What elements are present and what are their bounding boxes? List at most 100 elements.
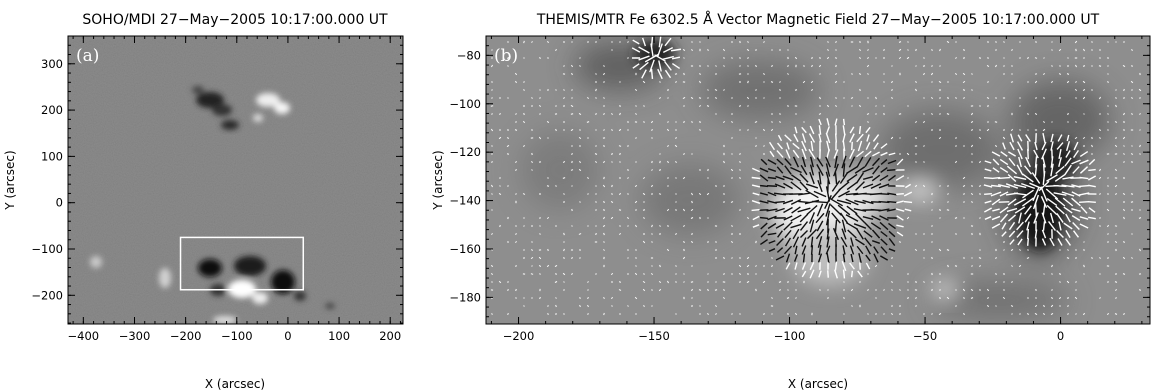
field-vector	[1065, 213, 1071, 223]
field-vector	[1067, 57, 1069, 59]
field-vector	[1130, 49, 1134, 51]
field-vector	[587, 281, 589, 283]
field-vector	[1115, 168, 1117, 172]
field-vector	[651, 184, 653, 188]
field-vector	[818, 270, 822, 278]
field-vector	[850, 288, 854, 292]
field-vector	[1058, 73, 1062, 75]
field-vector	[962, 89, 966, 91]
field-vector	[1061, 191, 1075, 197]
field-vector	[1054, 174, 1066, 182]
field-vector	[888, 230, 896, 238]
field-vector	[831, 188, 841, 200]
field-vector	[1040, 186, 1048, 202]
field-vector	[759, 200, 769, 204]
field-vector	[603, 65, 605, 67]
field-vector	[1021, 197, 1035, 207]
field-vector	[767, 168, 777, 172]
field-vector	[825, 210, 831, 226]
field-vector	[667, 160, 669, 164]
field-vector	[1130, 201, 1134, 203]
field-vector	[554, 264, 558, 268]
field-vector	[810, 236, 814, 248]
field-vector	[746, 280, 750, 284]
field-vector	[659, 112, 661, 116]
field-vector	[659, 153, 661, 155]
field-vector	[994, 257, 998, 259]
field-vector	[755, 64, 757, 68]
field-vector	[915, 136, 917, 140]
field-vector	[809, 269, 815, 279]
field-vector	[775, 175, 785, 181]
field-vector	[865, 254, 871, 262]
y-tick-label: −180	[449, 290, 481, 304]
field-vector	[986, 128, 990, 132]
x-tick-label: −50	[913, 329, 937, 343]
field-vector	[986, 288, 990, 292]
field-vector	[714, 89, 718, 91]
field-vector	[979, 264, 981, 268]
field-vector	[855, 213, 865, 223]
field-vector	[793, 254, 799, 262]
field-vector	[1114, 121, 1118, 123]
field-vector	[691, 288, 693, 292]
field-vector	[1011, 128, 1013, 132]
field-vector	[1017, 134, 1023, 142]
field-vector	[632, 39, 640, 45]
field-vector	[776, 238, 784, 246]
field-vector	[923, 184, 925, 188]
field-vector	[562, 272, 566, 276]
y-tick-label: −120	[449, 145, 481, 159]
field-vector	[863, 221, 873, 231]
field-vector	[586, 121, 590, 123]
field-vector	[947, 201, 949, 203]
field-vector	[1022, 189, 1034, 199]
field-vector	[809, 219, 815, 233]
field-vector	[1062, 176, 1074, 180]
field-vector	[1059, 281, 1061, 283]
field-vector	[638, 46, 650, 54]
field-vector	[659, 264, 661, 268]
field-vector	[1074, 136, 1078, 140]
field-vector	[819, 73, 821, 75]
field-vector	[1042, 221, 1046, 231]
field-vector	[1042, 128, 1046, 132]
field-vector	[880, 246, 888, 254]
field-vector	[991, 223, 1001, 229]
field-vector	[898, 48, 902, 52]
field-vector	[618, 145, 622, 147]
field-vector	[962, 193, 966, 195]
field-vector	[523, 305, 525, 307]
field-vector	[752, 167, 760, 173]
field-vector	[1040, 196, 1048, 208]
field-vector	[834, 171, 838, 185]
field-vector	[683, 208, 685, 212]
field-vector	[842, 125, 846, 135]
field-vector	[747, 41, 749, 43]
field-vector	[657, 68, 663, 80]
field-vector	[998, 176, 1010, 180]
field-vector	[1006, 165, 1018, 175]
field-vector	[891, 289, 893, 291]
field-vector	[1066, 257, 1070, 259]
field-vector	[1139, 248, 1141, 252]
field-vector	[835, 72, 837, 76]
field-vector	[979, 160, 981, 164]
field-vector	[506, 145, 510, 147]
panel-b-title: THEMIS/MTR Fe 6302.5 Å Vector Magnetic F…	[536, 11, 1100, 28]
field-vector	[634, 184, 638, 188]
field-vector	[866, 113, 870, 115]
field-vector	[683, 281, 685, 283]
field-vector	[931, 241, 933, 243]
field-vector	[619, 192, 621, 196]
field-vector	[898, 241, 902, 243]
panel-a-frame	[67, 35, 404, 325]
field-vector	[954, 265, 958, 267]
field-vector	[691, 200, 693, 204]
field-vector	[664, 61, 672, 71]
field-vector	[667, 145, 669, 147]
field-vector	[791, 206, 801, 214]
panel-b-letter: (b)	[494, 46, 518, 66]
field-vector	[833, 149, 839, 159]
field-vector	[579, 65, 581, 67]
